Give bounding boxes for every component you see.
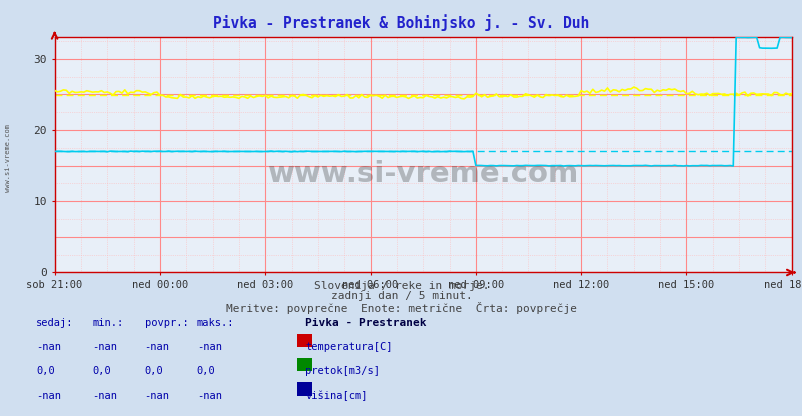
Text: maks.:: maks.: [196, 318, 234, 328]
Text: povpr.:: povpr.: [144, 318, 188, 328]
Text: -nan: -nan [144, 391, 169, 401]
Text: Pivka - Prestranek: Pivka - Prestranek [305, 318, 426, 328]
Text: www.si-vreme.com: www.si-vreme.com [267, 160, 578, 188]
Text: Slovenija / reke in morje.: Slovenija / reke in morje. [314, 281, 488, 291]
Text: min.:: min.: [92, 318, 124, 328]
Text: 0,0: 0,0 [36, 366, 55, 376]
Text: 0,0: 0,0 [196, 366, 215, 376]
Text: -nan: -nan [92, 342, 117, 352]
Text: -nan: -nan [196, 342, 221, 352]
Text: pretok[m3/s]: pretok[m3/s] [305, 366, 379, 376]
Text: -nan: -nan [92, 391, 117, 401]
Text: Pivka - Prestranek & Bohinjsko j. - Sv. Duh: Pivka - Prestranek & Bohinjsko j. - Sv. … [213, 15, 589, 31]
Text: Meritve: povprečne  Enote: metrične  Črta: povprečje: Meritve: povprečne Enote: metrične Črta:… [225, 302, 577, 314]
Text: 0,0: 0,0 [92, 366, 111, 376]
Text: -nan: -nan [144, 342, 169, 352]
Text: -nan: -nan [196, 391, 221, 401]
Text: -nan: -nan [36, 342, 61, 352]
Text: 0,0: 0,0 [144, 366, 163, 376]
Text: zadnji dan / 5 minut.: zadnji dan / 5 minut. [330, 291, 472, 301]
Text: temperatura[C]: temperatura[C] [305, 342, 392, 352]
Text: -nan: -nan [36, 391, 61, 401]
Text: sedaj:: sedaj: [36, 318, 74, 328]
Text: višina[cm]: višina[cm] [305, 391, 367, 401]
Text: www.si-vreme.com: www.si-vreme.com [5, 124, 11, 192]
